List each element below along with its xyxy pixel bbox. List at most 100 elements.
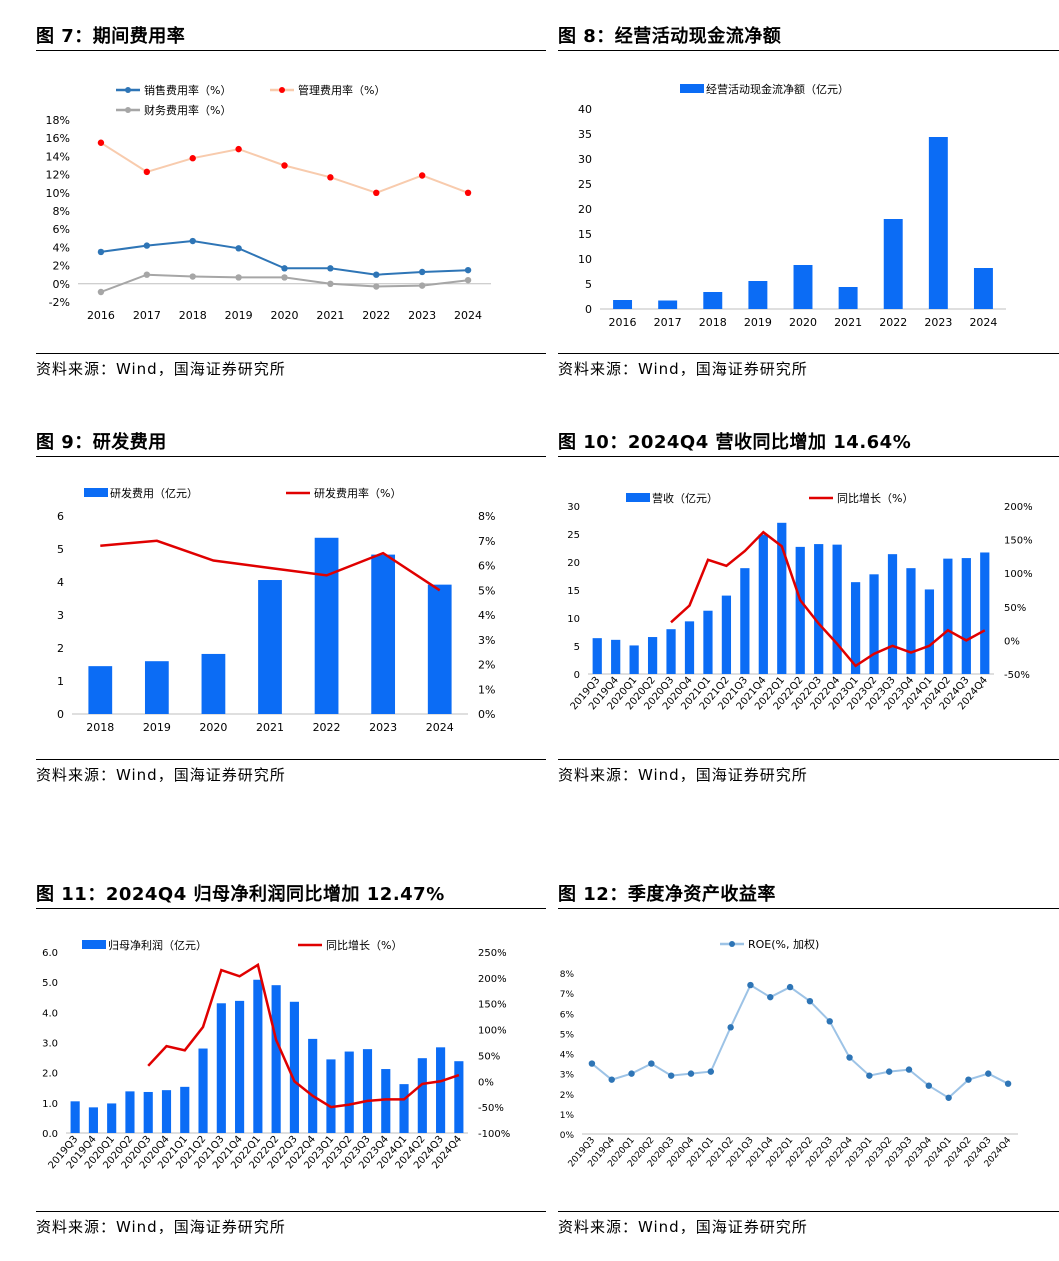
y2-tick-label: 200% (478, 974, 507, 985)
y-tick-label: 6% (53, 223, 70, 236)
bar (748, 281, 768, 309)
x-tick-label: 2016 (609, 316, 637, 329)
source-note: 资料来源：Wind，国海证券研究所 (558, 360, 808, 378)
data-point (786, 983, 794, 991)
source-rule (36, 759, 546, 760)
source-rule (558, 759, 1059, 760)
x-tick-label: 2020 (789, 316, 817, 329)
data-point (846, 1054, 853, 1061)
bar (758, 534, 768, 674)
source-rule (36, 1211, 546, 1212)
y-tick-label: 2.0 (42, 1069, 58, 1080)
legend-swatch (82, 940, 106, 949)
y-tick-label: 0% (53, 278, 70, 291)
legend-swatch (626, 493, 650, 502)
x-tick-label: 2019 (225, 309, 253, 322)
bar (814, 544, 824, 674)
y-tick-label: 8% (53, 205, 70, 218)
y-tick-label: 10 (578, 253, 592, 266)
bar (454, 1061, 464, 1133)
series-line (147, 962, 460, 1109)
series-line (591, 983, 1009, 1100)
bar (961, 558, 971, 674)
x-tick-label: 2020 (271, 309, 299, 322)
y-tick-label: 0 (57, 708, 64, 721)
x-tick-label: 2021 (316, 309, 344, 322)
data-point (767, 993, 774, 1001)
y2-tick-label: 1% (478, 683, 495, 696)
data-point (373, 271, 380, 278)
x-tick-label: 2017 (133, 309, 161, 322)
figure-title: 图 8：经营活动现金流净额 (558, 26, 782, 47)
y-tick-label: 25 (567, 530, 580, 541)
data-point (418, 282, 426, 289)
title-rule (558, 50, 1059, 51)
legend-label: 归母净利润（亿元） (108, 938, 207, 952)
data-point (281, 162, 288, 169)
bar (703, 610, 713, 674)
bar (629, 645, 639, 674)
y2-tick-label: 150% (1004, 536, 1033, 547)
bar (973, 268, 993, 309)
data-point (327, 280, 334, 287)
data-point (905, 1066, 913, 1073)
bar (613, 300, 633, 309)
y-tick-label: 10 (567, 614, 580, 625)
figure-title: 图 7：期间费用率 (36, 26, 186, 47)
x-tick-label: 2024 (426, 721, 454, 734)
legend-label: 研发费用（亿元） (110, 486, 198, 500)
x-tick-label: 2018 (179, 309, 207, 322)
figure-title: 图 11：2024Q4 归母净利润同比增加 12.47% (36, 884, 445, 905)
title-rule (36, 50, 546, 51)
y-tick-label: 5.0 (42, 978, 58, 989)
bar (70, 1101, 80, 1133)
source-note: 资料来源：Wind，国海证券研究所 (558, 766, 808, 784)
bar (180, 1086, 190, 1133)
bar (161, 1090, 172, 1133)
bar (143, 1091, 153, 1133)
data-point (281, 274, 288, 281)
bar (381, 1069, 391, 1133)
legend-label: 营收（亿元） (652, 491, 718, 505)
data-point (189, 155, 196, 162)
bar (887, 554, 898, 674)
data-point (925, 1082, 933, 1089)
y-tick-label: 35 (578, 128, 592, 141)
bar (88, 666, 113, 714)
data-point (97, 248, 105, 256)
y-tick-label: 4.0 (42, 1008, 58, 1019)
data-point (628, 1070, 635, 1077)
y2-tick-label: 200% (1004, 502, 1033, 513)
data-point (608, 1076, 615, 1083)
y2-tick-label: 100% (1004, 569, 1033, 580)
y2-tick-label: 0% (1004, 636, 1020, 647)
y-tick-label: 0 (574, 670, 580, 681)
x-tick-label: 2017 (654, 316, 682, 329)
bar (216, 1003, 226, 1133)
figure-title: 图 9：研发费用 (36, 432, 167, 453)
bar (647, 637, 658, 674)
y2-tick-label: 150% (478, 1000, 507, 1011)
y-tick-label: 4 (57, 576, 64, 589)
data-point (281, 265, 288, 272)
data-point (588, 1060, 596, 1067)
legend-marker (729, 941, 735, 947)
data-point (826, 1018, 833, 1025)
y-tick-label: 6 (57, 510, 64, 523)
bar (592, 638, 602, 674)
bar (344, 1051, 354, 1133)
y2-tick-label: 0% (478, 708, 495, 721)
bar (271, 985, 281, 1133)
bar (777, 522, 787, 674)
y-tick-label: -2% (49, 296, 70, 309)
y2-tick-label: 50% (478, 1051, 500, 1062)
expense-ratio-chart: -2% 0% 2% 4% 6% 8% 10% 12% 14% 16% 18% 2016 2017 2018… (46, 83, 491, 322)
bar (869, 574, 879, 674)
legend-label: ROE(%, 加权) (748, 938, 819, 951)
x-tick-label: 2021 (834, 316, 862, 329)
net-profit-chart: 0.0 1.0 2.0 3.0 4.0 5.0 6.0 -100% -50% 0% 50% 100% 1… (42, 938, 510, 1171)
y2-tick-label: 4% (478, 609, 495, 622)
y-tick-label: 1 (57, 675, 64, 688)
bar (943, 558, 953, 674)
data-point (985, 1070, 992, 1077)
